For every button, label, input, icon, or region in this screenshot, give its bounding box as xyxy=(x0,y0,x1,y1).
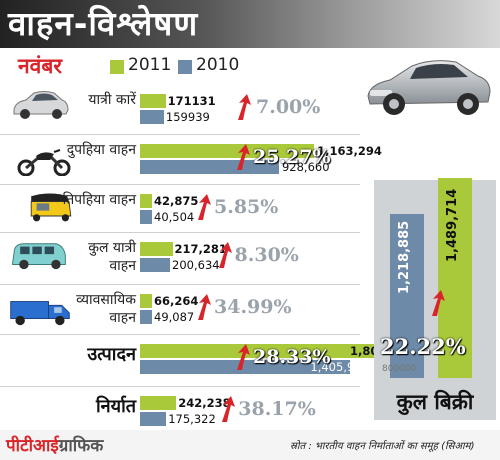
car-icon xyxy=(13,91,69,119)
value-label-2010: 49,087 xyxy=(154,310,195,324)
total-bar-2010 xyxy=(390,214,424,378)
bar-2010 xyxy=(140,360,351,374)
row-label: तिपहिया वाहन xyxy=(62,192,136,208)
row-label: यात्री कारें xyxy=(88,92,136,108)
total-value-2010: 1,218,885 xyxy=(397,221,412,295)
value-label-2010: 1,405,918 xyxy=(310,360,369,374)
bar-2011 xyxy=(140,144,315,158)
bar-2011 xyxy=(140,294,152,308)
growth-percent: 28.33% xyxy=(253,346,331,368)
credit-grey: ग्राफिक xyxy=(58,436,104,456)
luxury-car-icon xyxy=(367,60,491,115)
growth-arrow-icon xyxy=(198,294,211,320)
growth-arrow-icon xyxy=(237,144,250,170)
total-bar-2011 xyxy=(438,178,472,378)
growth-percent: 5.85% xyxy=(214,196,279,218)
value-label-2010: 175,322 xyxy=(168,412,216,426)
row-label: दुपहिया वाहन xyxy=(66,142,136,158)
legend-label-2011: 2011 xyxy=(128,55,172,75)
value-label-2011: 171131 xyxy=(167,94,216,108)
row-divider xyxy=(0,184,360,185)
value-label-2010: 159939 xyxy=(165,110,210,124)
footer-bar xyxy=(0,430,500,460)
legend-swatch-2010 xyxy=(178,60,192,74)
growth-percent: 38.17% xyxy=(238,398,316,420)
source-note: स्रोत : भारतीय वाहन निर्माताओं का समूह (… xyxy=(290,441,475,452)
credit: पीटीआईग्राफिक xyxy=(6,433,103,456)
value-label-2010: 200,634 xyxy=(172,258,220,272)
total-value-2011: 1,489,714 xyxy=(445,188,460,262)
total-sales-label: कुल बिक्री xyxy=(396,390,474,414)
row-divider xyxy=(0,134,360,135)
row-label: उत्पादन xyxy=(87,344,136,365)
page-title: वाहन-विश्लेषण xyxy=(8,4,199,43)
row-divider xyxy=(0,334,360,335)
growth-percent: 8.30% xyxy=(234,244,299,266)
month-label: नवंबर xyxy=(18,54,62,78)
row-label: निर्यात xyxy=(95,396,136,417)
truck-icon xyxy=(10,301,70,326)
value-label-2011: 66,264 xyxy=(154,294,199,308)
bar-2011 xyxy=(140,396,177,410)
total-axis-tick: 800000 xyxy=(382,364,417,374)
auto-rickshaw-icon xyxy=(30,193,72,222)
bar-2010 xyxy=(140,310,152,324)
motorcycle-icon xyxy=(17,149,71,176)
growth-arrow-icon xyxy=(238,94,251,120)
growth-percent: 34.99% xyxy=(214,296,292,318)
bar-2010 xyxy=(140,210,152,224)
growth-arrow-icon xyxy=(198,194,211,220)
row-divider xyxy=(0,232,360,233)
credit-red: पीटीआई xyxy=(6,436,59,456)
bar-2011 xyxy=(140,344,410,358)
row-divider xyxy=(0,386,360,387)
bar-2011 xyxy=(140,194,152,208)
value-label-2011: 242,238 xyxy=(178,396,231,410)
growth-arrow-icon xyxy=(237,344,250,370)
value-label-2011: 42,875 xyxy=(154,194,199,208)
bar-2011 xyxy=(140,94,166,108)
growth-percent: 25.27% xyxy=(253,146,331,168)
van-icon xyxy=(12,243,66,270)
legend-label-2010: 2010 xyxy=(196,55,240,75)
total-growth-percent: 22.22% xyxy=(380,334,466,359)
growth-arrow-icon xyxy=(432,290,445,316)
bar-2011 xyxy=(140,242,173,256)
growth-arrow-icon xyxy=(222,396,236,422)
row-divider xyxy=(0,284,360,285)
value-label-2010: 928,660 xyxy=(281,160,330,174)
growth-arrow-icon xyxy=(218,242,232,268)
title-bar xyxy=(0,0,500,48)
bar-2010 xyxy=(140,110,164,124)
value-label-2011: 217,281 xyxy=(174,242,227,256)
bar-2010 xyxy=(140,412,167,426)
value-label-2010: 40,504 xyxy=(154,210,195,224)
legend-swatch-2011 xyxy=(110,60,124,74)
bar-2010 xyxy=(140,258,171,272)
growth-percent: 7.00% xyxy=(256,96,321,118)
row-label: व्यावसायिक वाहन xyxy=(76,292,136,326)
bar-2010 xyxy=(140,160,279,174)
value-label-2011: 1,163,294 xyxy=(317,144,382,158)
row-label: कुल यात्री वाहन xyxy=(88,240,136,274)
